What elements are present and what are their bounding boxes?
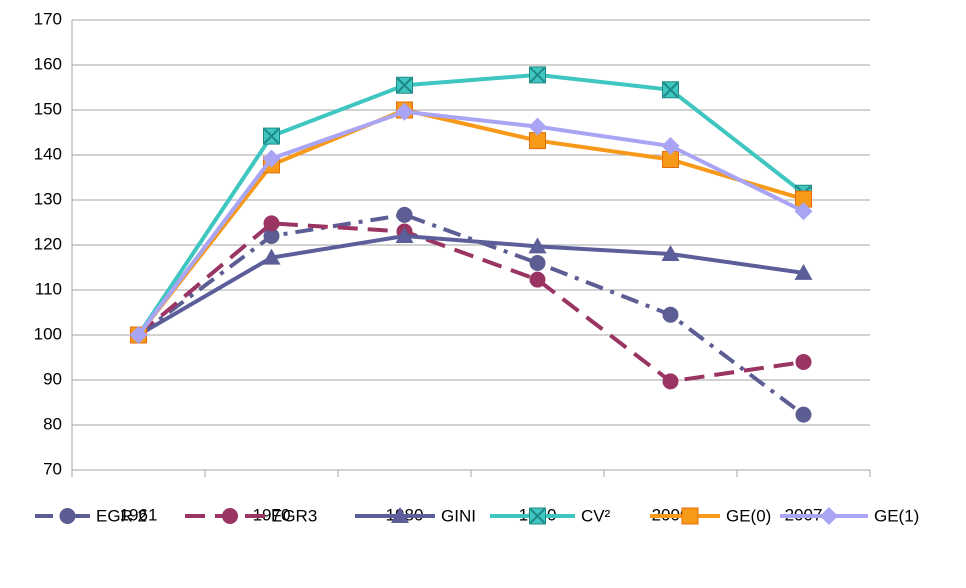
data-point: [262, 248, 281, 265]
data-point: [129, 326, 148, 344]
data-point: [528, 237, 547, 254]
series-line: [137, 221, 804, 384]
y-tick-label: 160: [34, 54, 62, 73]
marker-cross: [396, 77, 413, 93]
data-point: [528, 117, 547, 136]
x-tick-label: 1961: [120, 505, 158, 524]
data-point: [396, 206, 413, 223]
legend-marker: [681, 507, 699, 525]
y-tick-label: 170: [34, 9, 62, 28]
data-point: [263, 215, 280, 232]
marker-cross: [529, 67, 546, 83]
y-tick-label: 140: [34, 144, 62, 163]
legend-marker: [391, 507, 409, 523]
legend-marker: [222, 508, 238, 524]
legend-label: CV²: [581, 506, 611, 525]
marker-cross: [662, 82, 679, 98]
y-tick-label: 110: [35, 279, 62, 298]
legend-label: GE(0): [726, 506, 771, 525]
legend-marker: [820, 507, 838, 525]
legend-label: GINI: [441, 506, 476, 525]
y-tick-label: 70: [43, 459, 62, 478]
data-point: [661, 137, 680, 155]
y-tick-label: 100: [34, 324, 62, 343]
series-line: [136, 109, 805, 337]
y-tick-label: 150: [34, 99, 62, 118]
data-point: [795, 354, 812, 370]
legend-label: EGR 2: [96, 506, 147, 525]
data-point: [661, 245, 680, 261]
data-point: [794, 202, 813, 221]
data-point: [662, 306, 679, 323]
data-point: [395, 102, 414, 121]
data-point: [794, 263, 813, 280]
data-point: [263, 228, 280, 244]
data-point: [529, 271, 546, 288]
data-point: [662, 373, 679, 390]
y-tick-label: 90: [43, 369, 62, 388]
data-point: [529, 255, 546, 271]
marker-cross: [263, 128, 280, 144]
legend-label: EGR3: [271, 506, 317, 525]
series-line: [137, 233, 804, 337]
data-point: [395, 227, 414, 243]
marker-cross: [529, 508, 546, 524]
series-line: [137, 212, 805, 417]
x-tick-label: 1970: [253, 505, 291, 524]
y-tick-label: 130: [34, 189, 62, 208]
y-tick-label: 120: [34, 234, 62, 253]
legend-label: GE(1): [874, 506, 919, 525]
data-point: [795, 406, 812, 423]
series-line: [136, 107, 805, 337]
y-tick-label: 80: [43, 414, 62, 433]
legend-marker: [59, 508, 76, 524]
data-point: [262, 149, 281, 168]
series-line: [136, 72, 805, 337]
